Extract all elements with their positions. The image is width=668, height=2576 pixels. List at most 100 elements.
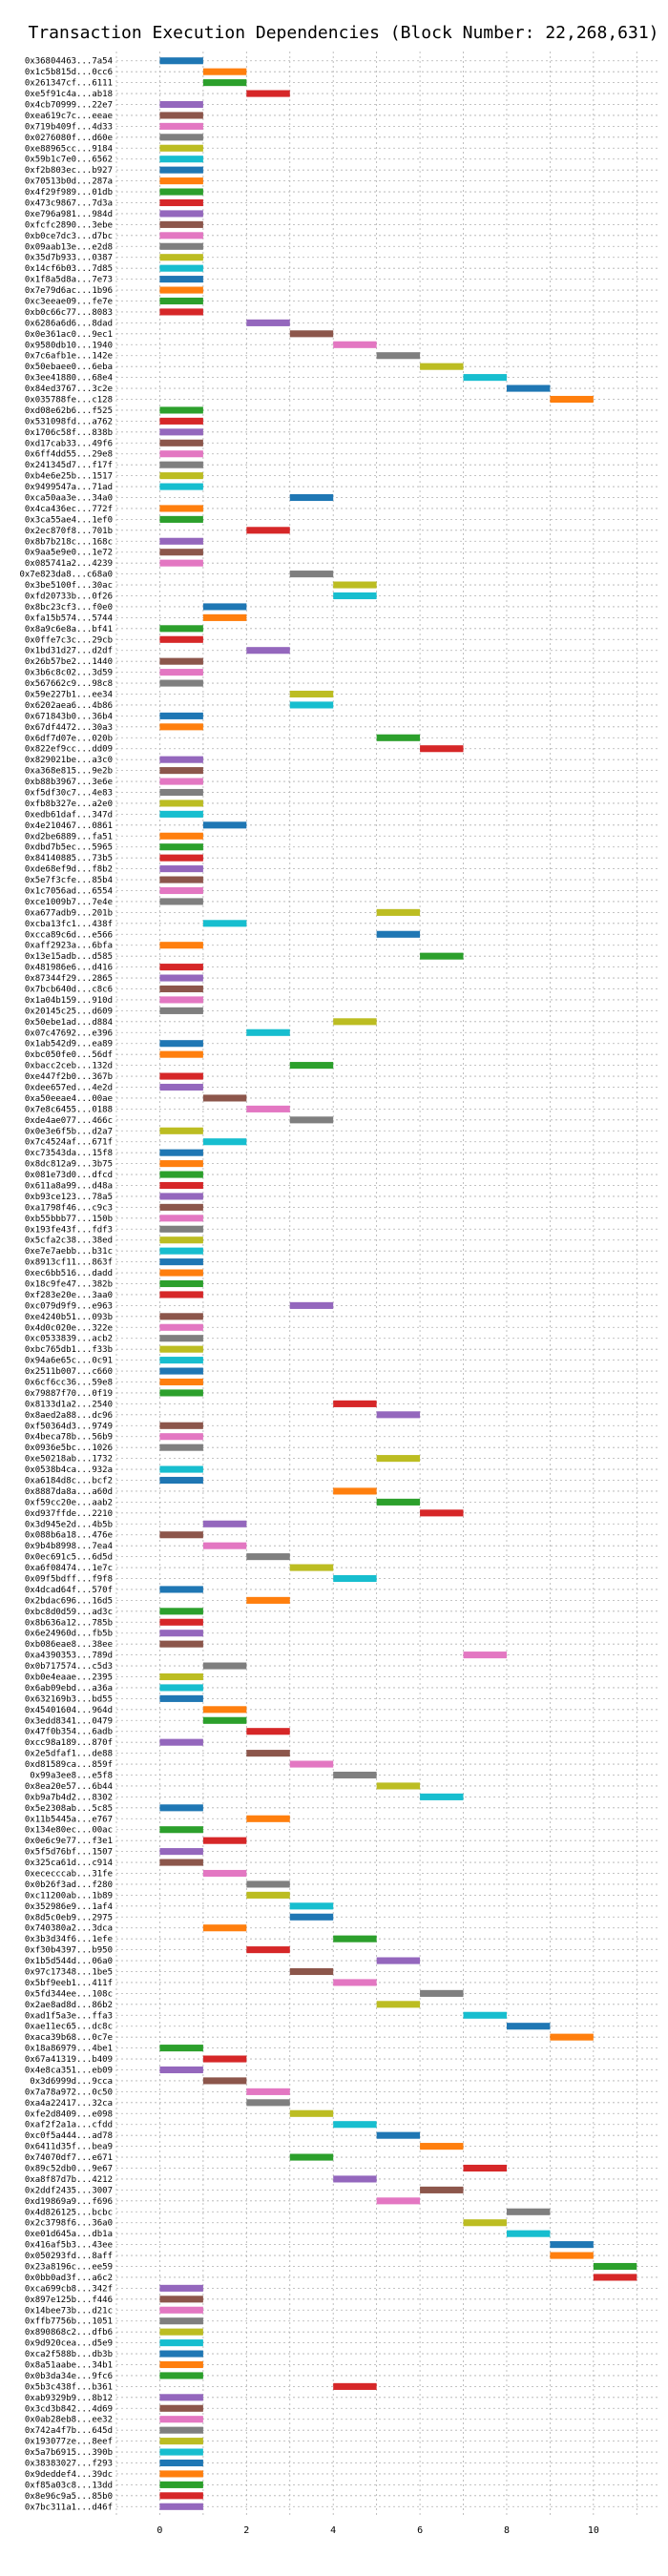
y-tick-label: 0x7bcb640d...c8c6 <box>25 986 113 995</box>
transaction-bar <box>159 1291 203 1298</box>
y-tick-label: 0x0936e5bc...1026 <box>25 1444 113 1453</box>
y-tick-label: 0x085741a2...4239 <box>25 559 113 569</box>
transaction-bar <box>159 1225 203 1233</box>
transaction-bar <box>159 2372 203 2379</box>
y-tick-label: 0x7e823da8...c68a0 <box>19 571 113 580</box>
transaction-bar <box>333 1487 377 1495</box>
y-tick-label: 0xdbd7b5ec...5965 <box>25 843 113 853</box>
y-tick-label: 0x0b717574...c5d3 <box>25 1662 113 1672</box>
y-tick-label: 0x1706c58f...838b <box>25 428 113 438</box>
y-tick-label: 0x822ef9cc...dd09 <box>25 745 113 755</box>
y-tick-label: 0x6e24960d...fb5b <box>25 1630 113 1639</box>
y-tick-label: 0xd17cab33...49f6 <box>25 439 113 448</box>
y-tick-label: 0x2c3798f6...36a0 <box>25 2219 113 2229</box>
transaction-bar <box>159 2284 203 2292</box>
transaction-bar <box>376 1957 421 1964</box>
transaction-bar <box>420 952 464 960</box>
transaction-bar <box>159 188 203 196</box>
transaction-bar <box>159 166 203 174</box>
transaction-bar <box>159 1738 203 1746</box>
y-tick-label: 0x5fd344ee...108c <box>25 1989 113 1999</box>
transaction-bar <box>159 1072 203 1080</box>
y-tick-label: 0x7a78a972...0c50 <box>25 2088 113 2097</box>
transaction-bar <box>202 1924 247 1932</box>
y-tick-label: 0x5a7b6915...390b <box>25 2448 113 2458</box>
transaction-bar <box>333 1979 377 1986</box>
transaction-bar <box>289 1564 334 1571</box>
y-tick-label: 0x84ed3767...3c2e <box>25 384 113 394</box>
transaction-bar <box>159 767 203 775</box>
transaction-bar <box>202 1837 247 1844</box>
y-tick-label: 0x531098fd...a762 <box>25 417 113 426</box>
transaction-bar <box>159 57 203 65</box>
transaction-bar <box>289 1902 334 1910</box>
transaction-bar <box>159 810 203 818</box>
transaction-bar <box>159 778 203 785</box>
y-tick-label: 0xc11200ab...1b89 <box>25 1891 113 1901</box>
x-tick-label: 4 <box>330 2525 336 2536</box>
y-tick-label: 0xad1f5a3e...ffa3 <box>25 2011 113 2021</box>
y-tick-label: 0x8bc23cf3...f0e0 <box>25 603 113 613</box>
transaction-bar <box>159 134 203 141</box>
y-tick-label: 0x87344f29...2865 <box>25 974 113 984</box>
transaction-bar <box>159 1433 203 1441</box>
y-tick-label: 0x3b6c8c02...3d59 <box>25 669 113 678</box>
y-tick-label: 0x897e125b...f446 <box>25 2296 113 2305</box>
y-tick-label: 0x081e73d0...dfcd <box>25 1171 113 1180</box>
transaction-bar <box>289 1760 334 1768</box>
transaction-bar <box>159 788 203 797</box>
y-tick-label: 0x4e8ca351...eb09 <box>25 2067 113 2076</box>
transaction-bar <box>550 2252 594 2259</box>
transaction-bar <box>202 821 247 829</box>
transaction-bar <box>159 100 203 109</box>
y-tick-label: 0x742a4f7b...645d <box>25 2426 113 2436</box>
transaction-bar <box>159 996 203 1004</box>
y-tick-label: 0x94a6e65c...0c91 <box>25 1357 113 1366</box>
y-tick-label: 0x3b3d34f6...1efe <box>25 1935 113 1944</box>
transaction-bar <box>159 2066 203 2074</box>
transaction-bar <box>246 1553 290 1561</box>
transaction-bar <box>159 1181 203 1190</box>
y-tick-label: 0x611a8a99...d48a <box>25 1182 113 1192</box>
y-tick-label: 0x45401604...964d <box>25 1706 113 1715</box>
y-tick-label: 0xa368e815...9e2b <box>25 767 113 777</box>
y-tick-label: 0xe88965cc...9184 <box>25 144 113 154</box>
transaction-bar <box>159 2045 203 2052</box>
transaction-bar <box>420 2186 464 2193</box>
y-tick-label: 0x6286a6d6...8dad <box>25 319 113 328</box>
y-tick-label: 0x7e79d6ac...1b96 <box>25 286 113 296</box>
y-tick-label: 0xaff2923a...6bfa <box>25 942 113 951</box>
y-tick-label: 0x09f5bdff...f9f8 <box>25 1575 113 1585</box>
transaction-bar <box>202 68 247 75</box>
transaction-bar <box>202 613 247 621</box>
y-tick-label: 0xf283e20e...3aa0 <box>25 1291 113 1300</box>
y-tick-label: 0xcc98a189...870f <box>25 1738 113 1748</box>
transaction-bar <box>159 974 203 982</box>
transaction-bar <box>202 603 247 611</box>
transaction-bar <box>159 1444 203 1451</box>
y-tick-label: 0xe447f2b0...367b <box>25 1072 113 1082</box>
transaction-bar <box>159 2328 203 2336</box>
transaction-bar <box>159 1630 203 1637</box>
y-tick-label: 0xbc8d0d59...ad3c <box>25 1608 113 1617</box>
y-tick-label: 0x325ca61d...c914 <box>25 1859 113 1868</box>
transaction-bar <box>246 90 290 97</box>
y-tick-label: 0x9b4b8998...7ea4 <box>25 1542 113 1551</box>
transaction-bar <box>159 843 203 851</box>
transaction-bar <box>202 1869 247 1878</box>
transaction-bar <box>159 1127 203 1134</box>
y-tick-label: 0x0b3da34e...9fc6 <box>25 2372 113 2381</box>
transaction-bar <box>333 1771 377 1779</box>
transaction-bar <box>159 1313 203 1320</box>
transaction-bar <box>289 1301 334 1309</box>
x-tick-labels: 0 2 4 6 8 10 <box>157 2525 598 2536</box>
transaction-bar <box>159 800 203 807</box>
y-tick-label: 0x4ca436ec...772f <box>25 505 113 514</box>
y-tick-label: 0x0ffe7c3c...29cb <box>25 635 113 645</box>
transaction-bar <box>420 1509 464 1517</box>
y-tick-label: 0x74070df7...e671 <box>25 2153 113 2163</box>
y-tick-label: 0x07c47692...e396 <box>25 1028 113 1038</box>
x-tick-label: 10 <box>588 2525 599 2536</box>
